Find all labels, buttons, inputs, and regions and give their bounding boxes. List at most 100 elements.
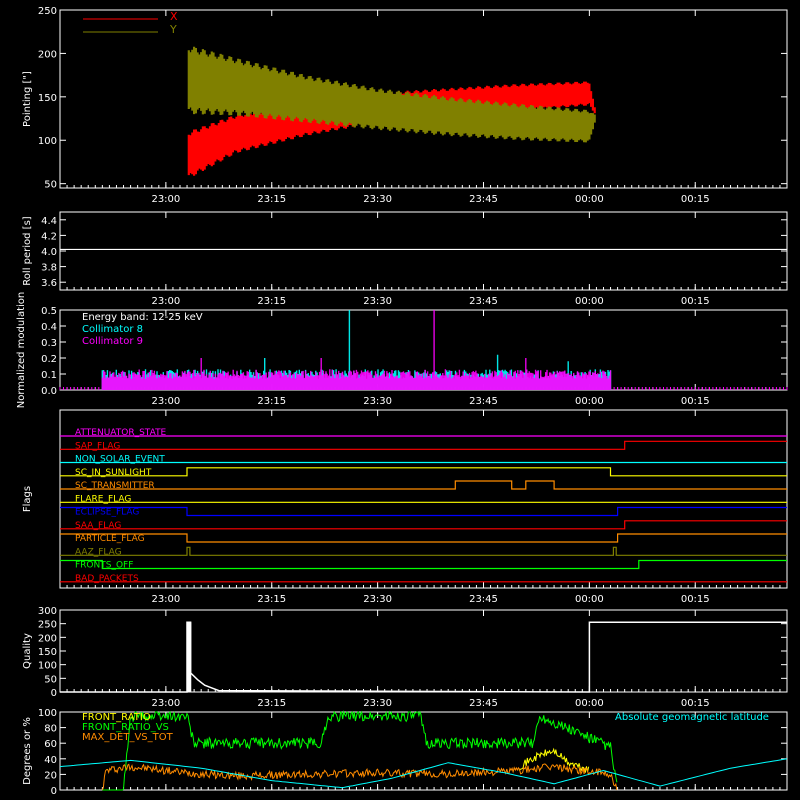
modulation-y-tick-label: 0.1 <box>41 370 57 381</box>
flag-line-fronts-off <box>60 559 787 570</box>
flag-label-non-solar-event: NON_SOLAR_EVENT <box>75 455 165 465</box>
pointing-x-tick-label: 23:15 <box>257 194 286 205</box>
flag-line-sap-flag <box>60 440 787 450</box>
ratios-y-tick-label: 60 <box>44 739 57 750</box>
quality-y-tick-label: 100 <box>38 661 57 672</box>
flag-label-particle-flag: PARTICLE_FLAG <box>75 534 145 544</box>
flags-plot-frame <box>59 409 788 589</box>
pointing-legend-label-y: Y <box>169 23 177 36</box>
quality-y-tick-label: 250 <box>38 620 57 631</box>
roll-ylabel: Roll period [s] <box>22 216 33 285</box>
flag-line-aaz-flag <box>60 546 787 556</box>
flag-label-saa-flag: SAA_FLAG <box>75 521 121 531</box>
ratios-legend-front-ratio-vs: FRONT_RATIO_VS <box>82 722 169 733</box>
pointing-y-tick-label: 100 <box>38 136 57 147</box>
flag-label-flare-flag: FLARE_FLAG <box>75 494 131 504</box>
modulation-series-9 <box>101 310 612 390</box>
quality-y-tick-label: 200 <box>38 633 57 644</box>
flags-x-tick-label: 23:30 <box>363 594 392 605</box>
modulation-x-tick-label: 23:00 <box>151 396 180 407</box>
pointing-x-tick-label: 23:00 <box>151 194 180 205</box>
pointing-legend-label-x: X <box>170 10 178 23</box>
modulation-x-tick-label: 23:45 <box>469 396 498 407</box>
quality-y-tick-label: 0 <box>51 688 57 699</box>
ratios-y-tick-label: 40 <box>44 755 57 766</box>
flag-line-particle-flag <box>60 533 787 543</box>
roll-plot-frame <box>59 211 788 291</box>
modulation-x-tick-label: 23:30 <box>363 396 392 407</box>
flag-label-attenuator-state: ATTENUATOR_STATE <box>75 428 167 438</box>
flag-line-sc-transmitter <box>60 480 787 490</box>
ratios-series-front-ratio-vs <box>102 710 618 791</box>
modulation-y-tick-label: 0.2 <box>41 354 57 365</box>
modulation-legend-collimator-9: Collimator 9 <box>82 336 143 347</box>
flag-label-aaz-flag: AAZ_FLAG <box>75 547 122 557</box>
flag-label-sc-transmitter: SC_TRANSMITTER <box>75 481 155 491</box>
quality-y-tick-label: 300 <box>38 606 57 617</box>
pointing-ylabel: Pointing ["] <box>22 71 33 127</box>
modulation-x-tick-label: 00:15 <box>681 396 710 407</box>
quality-y-tick-label: 50 <box>44 674 57 685</box>
ratios-y-tick-label: 20 <box>44 770 57 781</box>
quality-x-tick-label: 00:15 <box>681 698 710 709</box>
modulation-y-tick-label: 0.3 <box>41 338 57 349</box>
pointing-x-tick-label: 23:45 <box>469 194 498 205</box>
ratios-y-tick-label: 80 <box>44 724 57 735</box>
modulation-y-tick-label: 0.0 <box>41 386 57 397</box>
quality-y-tick-label: 150 <box>38 647 57 658</box>
roll-x-tick-label: 23:00 <box>151 296 180 307</box>
quality-spike-bar <box>187 622 192 692</box>
ratios-series-front-ratio <box>518 747 590 774</box>
quality-line <box>60 621 787 693</box>
quality-x-tick-label: 23:00 <box>151 698 180 709</box>
roll-x-tick-label: 23:15 <box>257 296 286 307</box>
quality-x-tick-label: 23:45 <box>469 698 498 709</box>
quality-x-tick-label: 23:15 <box>257 698 286 709</box>
pointing-plot-frame <box>59 9 788 189</box>
flags-x-tick-label: 23:15 <box>257 594 286 605</box>
modulation-x-tick-label: 00:00 <box>575 396 604 407</box>
ratios-series-absolute-geomagnetic-latitude <box>59 758 788 789</box>
flags-x-tick-label: 23:00 <box>151 594 180 605</box>
modulation-y-tick-label: 0.4 <box>41 322 57 333</box>
flag-label-fronts-off: FRONTS_OFF <box>75 561 133 571</box>
quality-ylabel: Quality <box>22 633 33 669</box>
quality-x-tick-label: 23:30 <box>363 698 392 709</box>
modulation-energy-band-label: Energy band: 12-25 keV <box>82 312 203 323</box>
flag-label-eclipse-flag: ECLIPSE_FLAG <box>75 508 139 518</box>
modulation-y-tick-label: 0.5 <box>41 306 57 317</box>
pointing-y-tick-label: 200 <box>38 49 57 60</box>
ratios-y-tick-label: 100 <box>38 708 57 719</box>
flag-label-sap-flag: SAP_FLAG <box>75 441 120 451</box>
ratios-series-max-det-vs-tot <box>101 763 618 791</box>
flag-line-eclipse-flag <box>60 506 787 517</box>
roll-y-tick-label: 4.2 <box>41 231 57 242</box>
ratios-legend-max-det-vs-tot: MAX_DET_VS_TOT <box>82 732 174 743</box>
roll-y-tick-label: 3.6 <box>41 278 57 289</box>
ratios-plot-frame <box>59 711 788 791</box>
pointing-y-tick-label: 150 <box>38 93 57 104</box>
ratios-y-tick-label: 0 <box>51 786 57 797</box>
pointing-y-tick-label: 250 <box>38 6 57 17</box>
flag-label-sc-in-sunlight: SC_IN_SUNLIGHT <box>75 468 152 478</box>
roll-y-tick-label: 3.8 <box>41 263 57 274</box>
quality-x-tick-label: 00:00 <box>575 698 604 709</box>
flags-ylabel: Flags <box>22 486 33 512</box>
pointing-x-tick-label: 23:30 <box>363 194 392 205</box>
ratios-legend-geomagnetic-latitude: Absolute geomagnetic latitude <box>615 712 769 723</box>
flags-x-tick-label: 00:15 <box>681 594 710 605</box>
ratios-legend-front-ratio: FRONT_RATIO <box>82 712 151 723</box>
pointing-x-tick-label: 00:15 <box>681 194 710 205</box>
modulation-x-tick-label: 23:15 <box>257 396 286 407</box>
flag-line-sc-in-sunlight <box>60 467 787 477</box>
ratios-ylabel: Degrees or % <box>22 717 33 785</box>
modulation-ylabel: Normalized modulation <box>16 292 27 409</box>
flag-line-saa-flag <box>60 520 787 530</box>
roll-x-tick-label: 23:30 <box>363 296 392 307</box>
roll-y-tick-label: 4.0 <box>41 247 57 258</box>
flag-label-bad-packets: BAD_PACKETS <box>75 574 139 584</box>
modulation-legend-collimator-8: Collimator 8 <box>82 324 143 335</box>
pointing-series-y <box>187 46 596 143</box>
pointing-x-tick-label: 00:00 <box>575 194 604 205</box>
roll-x-tick-label: 00:15 <box>681 296 710 307</box>
